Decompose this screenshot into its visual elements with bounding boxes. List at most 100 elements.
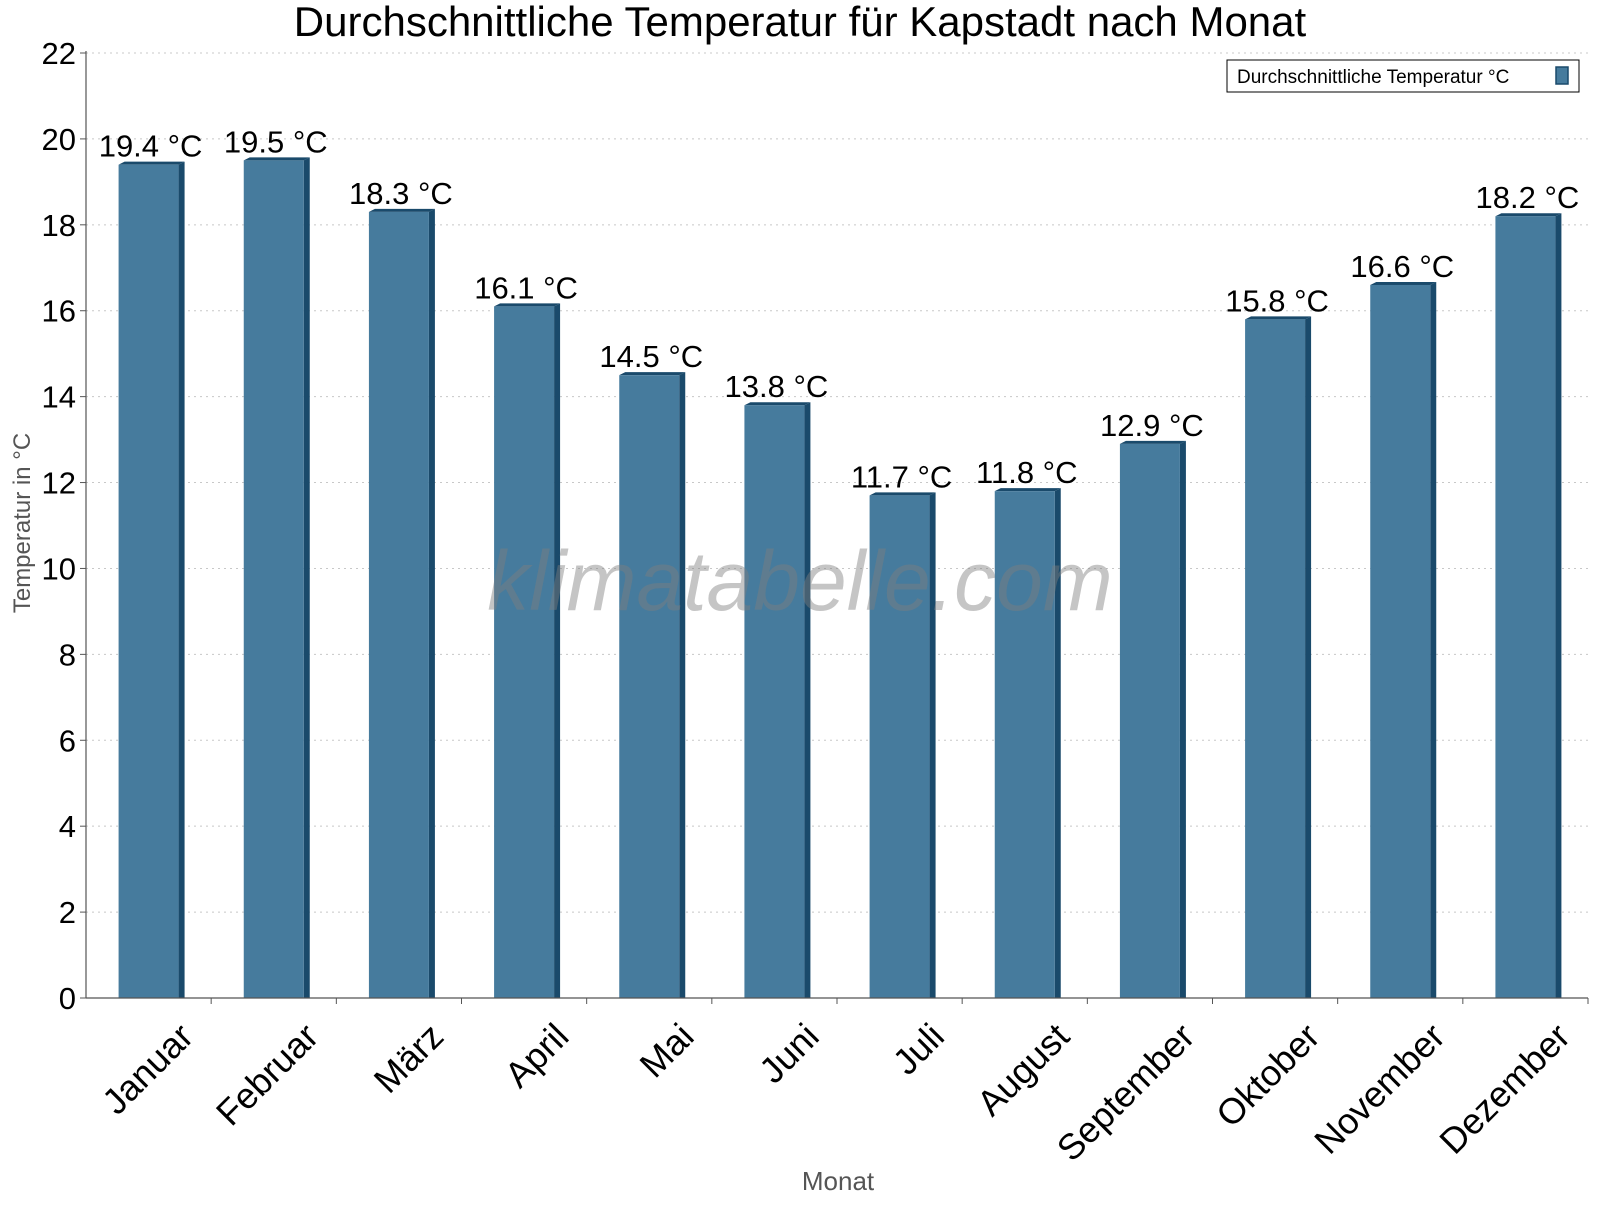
bar-value-label: 19.5 °C (224, 124, 328, 159)
y-tick-label: 12 (42, 466, 76, 501)
bar-value-label: 11.8 °C (976, 455, 1077, 490)
bar (118, 164, 179, 998)
y-tick-label: 6 (59, 723, 76, 758)
bar-side (1179, 440, 1186, 998)
x-tick-labels: Januar Februar März April Mai Juni Juli AugustS… (94, 1015, 1578, 1169)
bar-side (929, 492, 936, 998)
legend: Durchschnittliche Temperatur °C (1226, 59, 1580, 93)
bar (1495, 216, 1556, 998)
x-axis-label: Monat (802, 1166, 875, 1196)
bar-side (1305, 316, 1312, 998)
bar-august (994, 488, 1061, 998)
y-tick-label: 20 (42, 122, 76, 157)
x-tick-label: Februar (208, 1015, 326, 1133)
bar-dezember (1495, 213, 1562, 998)
bar-juni (744, 402, 811, 998)
bar-top (494, 303, 561, 307)
bar-top (1370, 281, 1437, 285)
bar-top (368, 208, 435, 212)
y-tick-label: 4 (59, 809, 76, 844)
x-tick-label: Mai (632, 1015, 702, 1085)
bar (368, 211, 429, 998)
x-tick-label: Oktober (1208, 1015, 1328, 1135)
bar (1245, 319, 1306, 998)
value-labels: 19.4 °C 19.5 °C 18.3 °C 16.1 °C 14.5 °C 13.8 … (99, 124, 1580, 494)
bar-november (1370, 281, 1437, 998)
bar-side (303, 157, 310, 999)
bar-april (494, 303, 561, 998)
y-tick-label: 8 (59, 637, 76, 672)
bar (869, 495, 930, 998)
y-tick-labels: 0 2 4 6 8 10 12 14 16 18 20 22 (42, 36, 76, 1016)
bar-value-label: 18.2 °C (1476, 180, 1580, 215)
y-tick-label: 2 (59, 895, 76, 930)
x-tick-label: August (969, 1015, 1077, 1123)
bar-value-label: 16.1 °C (474, 270, 578, 305)
x-tick-label: Januar (94, 1015, 201, 1122)
bar-side (178, 161, 185, 998)
x-tick-label: Juli (885, 1015, 952, 1082)
bars (118, 157, 1562, 999)
bar-value-label: 14.5 °C (599, 339, 703, 374)
bar-mai (619, 372, 686, 999)
y-tick-label: 14 (42, 380, 76, 415)
bar-side (554, 303, 561, 998)
bar-value-label: 15.8 °C (1225, 283, 1329, 318)
bar (494, 306, 555, 998)
bar-side (804, 402, 811, 998)
bar-märz (368, 208, 435, 998)
y-tick-label: 18 (42, 208, 76, 243)
bar (1119, 443, 1180, 998)
watermark: klimatabelle.com (487, 534, 1113, 628)
bar-oktober (1245, 316, 1312, 998)
bar-top (1245, 316, 1312, 320)
bar (994, 491, 1055, 998)
bar-value-label: 11.7 °C (851, 459, 952, 494)
bar-side (1054, 488, 1061, 998)
y-axis-label: Temperatur in °C (9, 433, 36, 613)
y-tick-label: 22 (42, 36, 76, 71)
bar-februar (243, 157, 310, 999)
bar-top (994, 488, 1061, 492)
y-tick-label: 16 (42, 294, 76, 329)
grid-lines (86, 52, 1588, 913)
bar-januar (118, 161, 185, 998)
bar-value-label: 19.4 °C (99, 129, 203, 164)
y-tick-label: 0 (59, 981, 76, 1016)
legend-swatch (1555, 66, 1569, 85)
bar-top (243, 157, 310, 161)
bar-side (428, 208, 435, 998)
bar-top (118, 161, 185, 165)
bar-value-label: 16.6 °C (1350, 249, 1454, 284)
bar-value-label: 18.3 °C (349, 176, 453, 211)
x-tick-label: Juni (751, 1015, 827, 1091)
bar (744, 405, 805, 998)
x-tick-label: April (496, 1015, 576, 1095)
bar-side (679, 372, 686, 999)
bar-top (1119, 440, 1186, 444)
bar-top (744, 402, 811, 406)
y-tick-label: 10 (42, 551, 76, 586)
axes (80, 51, 1589, 1004)
bar (243, 160, 304, 999)
x-tick-label: Dezember (1431, 1015, 1577, 1161)
bar-september (1119, 440, 1186, 998)
x-tick-label: September (1049, 1015, 1203, 1169)
bar-value-label: 12.9 °C (1100, 408, 1204, 443)
legend-label: Durchschnittliche Temperatur °C (1237, 67, 1509, 88)
bar-value-label: 13.8 °C (725, 369, 829, 404)
bar (619, 375, 680, 999)
chart-title: Durchschnittliche Temperatur für Kapstad… (294, 0, 1307, 45)
bar-top (619, 372, 686, 376)
bar-juli (869, 492, 936, 998)
legend-box (1226, 59, 1580, 93)
bar-top (1495, 213, 1562, 217)
x-tick-label: März (366, 1015, 452, 1101)
x-tick-label: November (1306, 1015, 1452, 1161)
bar-side (1555, 213, 1562, 998)
bar (1370, 284, 1431, 998)
bar-side (1430, 281, 1437, 998)
bar-top (869, 492, 936, 496)
